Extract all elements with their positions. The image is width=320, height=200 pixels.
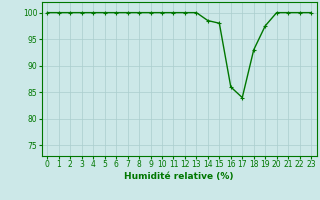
X-axis label: Humidité relative (%): Humidité relative (%) (124, 172, 234, 181)
